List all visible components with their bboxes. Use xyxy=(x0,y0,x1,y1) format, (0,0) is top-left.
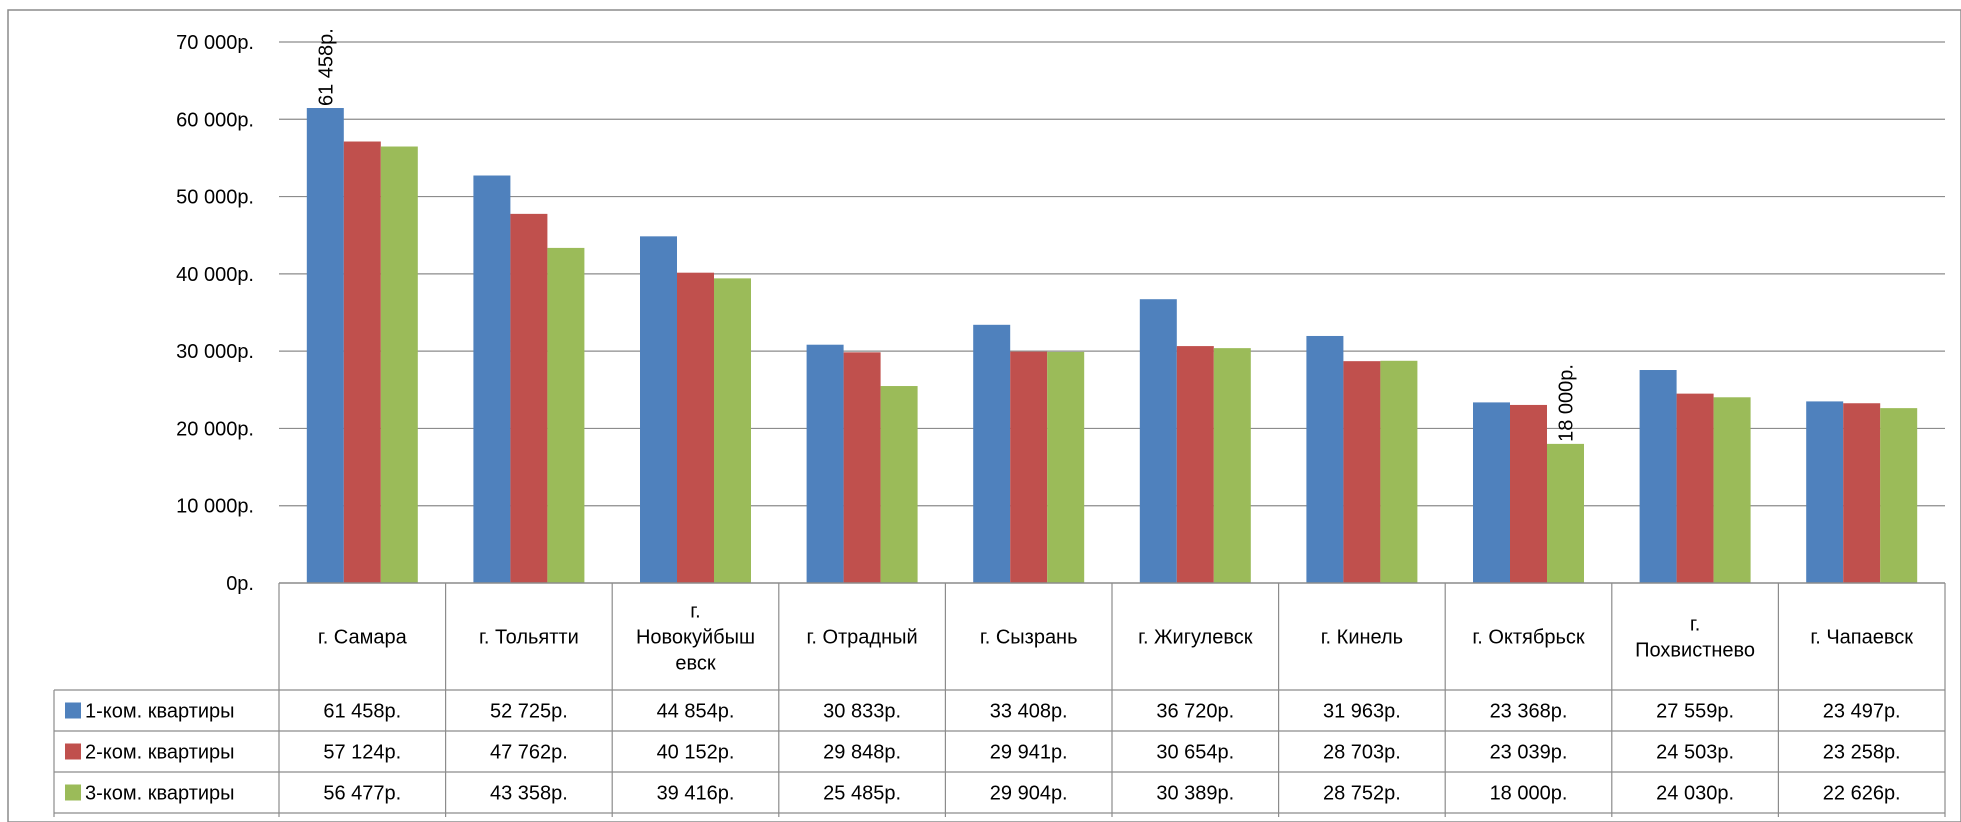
bar xyxy=(380,146,418,583)
bar xyxy=(547,247,585,583)
bar xyxy=(1139,299,1177,583)
table-cell: 40 152р. xyxy=(657,742,735,764)
table-cell: 31 963р. xyxy=(1323,701,1401,723)
table-cell: 28 752р. xyxy=(1323,783,1401,805)
table-cell: 23 368р. xyxy=(1490,701,1568,723)
table-cell: 29 848р. xyxy=(823,742,901,764)
table-cell: 44 854р. xyxy=(657,701,735,723)
table-cell: 22 626р. xyxy=(1823,783,1901,805)
x-tick-label: г. xyxy=(690,601,700,623)
legend-swatch xyxy=(65,702,81,719)
bar xyxy=(677,272,714,583)
y-tick-label: 10 000р. xyxy=(176,496,254,518)
table-cell: 23 039р. xyxy=(1490,742,1568,764)
legend-label: 3-ком. квартиры xyxy=(85,783,235,805)
y-tick-label: 0р. xyxy=(226,573,254,595)
y-axis-tick-labels: 0р. 10 000р. 20 000р. 30 000р. 40 000р. 50 00… xyxy=(176,32,254,595)
table-cell: 30 833р. xyxy=(823,701,901,723)
bar xyxy=(1047,351,1085,583)
x-tick-label: г. Отрадный xyxy=(806,627,917,649)
y-tick-label: 70 000р. xyxy=(176,32,254,54)
y-tick-label: 30 000р. xyxy=(176,341,254,363)
bar xyxy=(1213,348,1251,583)
bar xyxy=(343,141,381,583)
legend-label: 1-ком. квартиры xyxy=(85,701,235,723)
bar xyxy=(510,213,548,583)
y-tick-label: 60 000р. xyxy=(176,109,254,131)
table-cell: 52 725р. xyxy=(490,701,568,723)
table-cell: 24 030р. xyxy=(1656,783,1734,805)
bar xyxy=(1880,408,1918,583)
bars xyxy=(306,108,1918,583)
x-tick-label: г. Тольятти xyxy=(479,627,579,649)
bar xyxy=(973,324,1011,583)
table-cell: 30 389р. xyxy=(1156,783,1234,805)
x-tick-label: евск xyxy=(675,653,716,675)
bar xyxy=(1343,361,1381,583)
table-cell: 39 416р. xyxy=(657,783,735,805)
bar xyxy=(640,236,677,583)
table-cell: 36 720р. xyxy=(1156,701,1234,723)
table-cell: 18 000р. xyxy=(1490,783,1568,805)
bar xyxy=(1547,443,1584,583)
x-tick-label: Похвистнево xyxy=(1635,640,1755,662)
bar xyxy=(1639,370,1677,583)
x-tick-label: г. xyxy=(1690,614,1700,636)
bar xyxy=(880,386,918,583)
bar xyxy=(1676,393,1714,583)
y-tick-label: 20 000р. xyxy=(176,418,254,440)
y-tick-label: 40 000р. xyxy=(176,264,254,286)
bar xyxy=(1306,335,1344,583)
table-cell: 24 503р. xyxy=(1656,742,1734,764)
x-tick-label: Новокуйбыш xyxy=(636,627,755,649)
bar xyxy=(1473,402,1510,583)
bar xyxy=(1510,404,1547,583)
table-cell: 23 497р. xyxy=(1823,701,1901,723)
x-tick-label: г. Сызрань xyxy=(980,627,1078,649)
bar xyxy=(843,352,881,583)
table-cell: 61 458р. xyxy=(323,701,401,723)
table-cell: 25 485р. xyxy=(823,783,901,805)
x-tick-label: г. Чапаевск xyxy=(1810,627,1913,649)
table-cell: 57 124р. xyxy=(323,742,401,764)
bar xyxy=(306,108,344,583)
legend-swatch xyxy=(65,784,81,801)
bar xyxy=(1176,346,1214,583)
legend-swatch xyxy=(65,743,81,760)
y-tick-label: 50 000р. xyxy=(176,187,254,209)
x-axis: г. Самара г. Тольятти г. Новокуйбыш евск г. О… xyxy=(278,582,1946,817)
x-tick-label: г. Кинель xyxy=(1321,627,1403,649)
table-cell: 47 762р. xyxy=(490,742,568,764)
bar xyxy=(1713,397,1751,583)
table-cell: 27 559р. xyxy=(1656,701,1734,723)
table-cell: 29 904р. xyxy=(990,783,1068,805)
bar xyxy=(473,175,511,583)
bar xyxy=(714,278,751,583)
table-cell: 29 941р. xyxy=(990,742,1068,764)
data-table: 1-ком. квартиры 61 458р. 52 725р. 44 854р. 3… xyxy=(53,689,1945,817)
bar xyxy=(1843,403,1881,583)
x-tick-label: г. Октябрьск xyxy=(1472,627,1584,649)
bar xyxy=(1380,360,1418,583)
data-labels: 61 458р. 18 000р. xyxy=(315,28,1577,442)
table-cell: 30 654р. xyxy=(1156,742,1234,764)
table-cell: 56 477р. xyxy=(323,783,401,805)
x-tick-label: г. Жигулевск xyxy=(1138,627,1253,649)
table-cell: 33 408р. xyxy=(990,701,1068,723)
table-cell: 23 258р. xyxy=(1823,742,1901,764)
x-tick-label: г. Самара xyxy=(318,627,408,649)
data-label: 18 000р. xyxy=(1556,364,1578,442)
bar xyxy=(1806,401,1844,583)
bar xyxy=(806,344,844,583)
bar xyxy=(1010,351,1048,583)
table-cell: 43 358р. xyxy=(490,783,568,805)
data-label: 61 458р. xyxy=(315,28,337,106)
legend-label: 2-ком. квартиры xyxy=(85,742,235,764)
table-cell: 28 703р. xyxy=(1323,742,1401,764)
